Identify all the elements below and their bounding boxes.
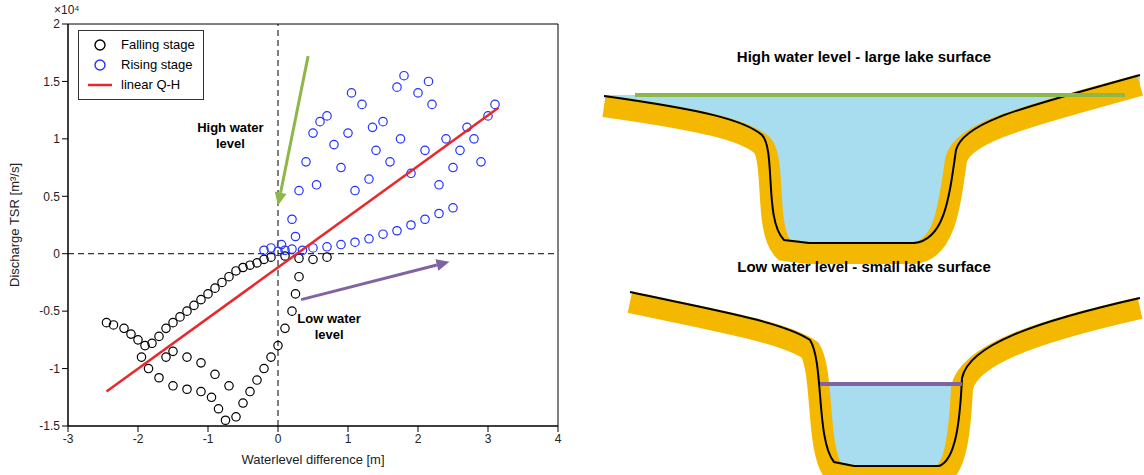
svg-text:-3: -3 [63,432,74,446]
html-text:linear Q-H: linear Q-H [121,77,181,92]
svg-text:1.5: 1.5 [43,75,60,89]
html-text:Rising stage: Rising stage [121,57,193,72]
svg-text:Discharge TSR [m³/s]: Discharge TSR [m³/s] [7,163,22,287]
svg-text:4: 4 [555,432,562,446]
svg-text:Waterlevel difference [m]: Waterlevel difference [m] [241,452,384,467]
svg-text:0: 0 [53,247,60,261]
svg-text:0.5: 0.5 [43,190,60,204]
svg-text:Low water level - small lake s: Low water level - small lake surface [737,258,990,275]
svg-text:-1.5: -1.5 [39,419,60,433]
svg-text:-2: -2 [133,432,144,446]
svg-text:3: 3 [485,432,492,446]
svg-text:2: 2 [53,17,60,31]
html-text:Falling stage: Falling stage [121,37,195,52]
svg-text:2: 2 [415,432,422,446]
svg-text:High waterlevel: High waterlevel [197,120,263,151]
svg-text:0: 0 [275,432,282,446]
html-text:×10⁴: ×10⁴ [54,3,80,17]
svg-text:-1: -1 [203,432,214,446]
svg-text:1: 1 [345,432,352,446]
svg-text:1: 1 [53,132,60,146]
svg-text:-0.5: -0.5 [39,304,60,318]
svg-text:High water level - large lake: High water level - large lake surface [737,48,991,65]
svg-text:Low waterlevel: Low waterlevel [297,311,361,342]
svg-text:-1: -1 [49,362,60,376]
